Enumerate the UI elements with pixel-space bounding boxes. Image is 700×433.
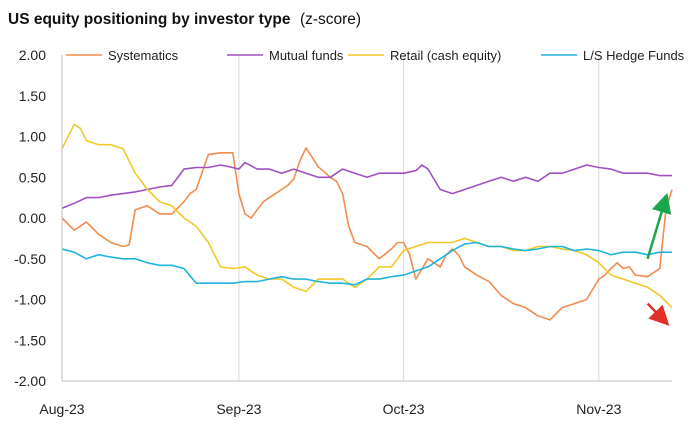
chart-title-main: US equity positioning by investor type <box>8 11 291 28</box>
red-down-arrow <box>646 302 670 326</box>
y-tick-label: -2.00 <box>14 373 46 389</box>
legend-item: L/S Hedge Funds <box>541 48 685 63</box>
grid-lines <box>238 55 600 381</box>
legend-item: Mutual funds <box>227 48 344 63</box>
axes: 2.00 1.50 1.00 0.50 0.00 -0.50 -1.00 -1.50 -2.00… <box>14 47 672 417</box>
series-line-systematics <box>61 147 673 321</box>
y-tick-label: 2.00 <box>19 47 46 63</box>
y-tick-label: -0.50 <box>14 251 46 267</box>
green-up-arrow <box>646 192 672 260</box>
legend-item: Systematics <box>66 48 179 63</box>
y-tick-label: 0.50 <box>19 169 46 185</box>
series-line-retail-cash-equity- <box>61 123 673 309</box>
legend-label: Systematics <box>108 48 179 63</box>
series-line-mutual-funds <box>61 161 672 209</box>
annotations <box>646 192 672 326</box>
series-lines <box>61 123 673 321</box>
legend: Systematics Mutual funds Retail (cash equi… <box>66 48 685 63</box>
legend-label: Mutual funds <box>269 48 344 63</box>
legend-item: Retail (cash equity) <box>348 48 501 63</box>
chart-title: US equity positioning by investor type (… <box>8 11 361 28</box>
y-tick-label: 1.00 <box>19 129 46 145</box>
chart-title-suffix: (z-score) <box>300 11 361 28</box>
y-tick-label: -1.50 <box>14 332 46 348</box>
y-tick-label: 1.50 <box>19 88 46 104</box>
x-tick-label: Aug-23 <box>39 401 84 417</box>
x-tick-label: Oct-23 <box>383 401 425 417</box>
legend-label: L/S Hedge Funds <box>583 48 685 63</box>
x-tick-label: Nov-23 <box>576 401 621 417</box>
y-tick-label: -1.00 <box>14 292 46 308</box>
y-tick-label: 0.00 <box>19 210 46 226</box>
legend-label: Retail (cash equity) <box>390 48 501 63</box>
series-line-l-s-hedge-funds <box>61 241 672 286</box>
x-tick-label: Sep-23 <box>216 401 261 417</box>
